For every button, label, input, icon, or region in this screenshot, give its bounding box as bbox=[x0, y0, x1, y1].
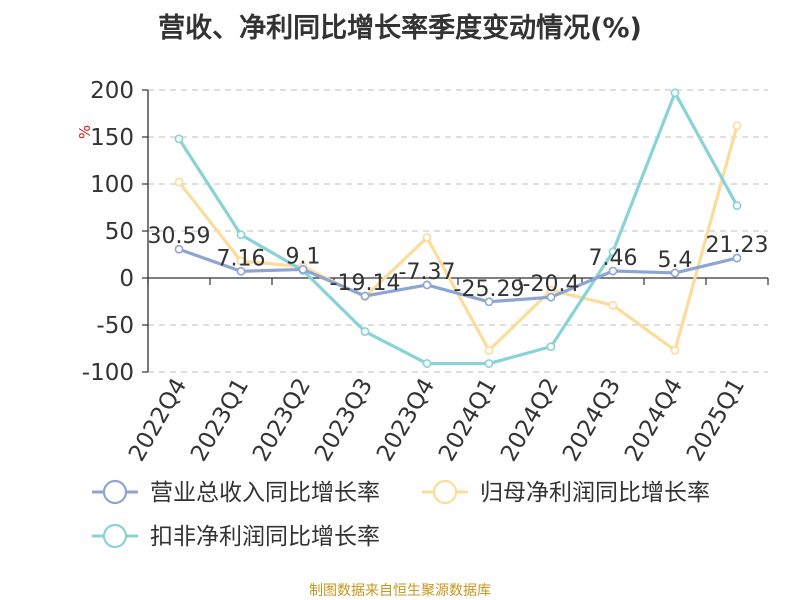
x-tick-label: 2023Q3 bbox=[310, 374, 378, 466]
x-tick-label: 2024Q1 bbox=[434, 374, 502, 466]
x-tick-label: 2022Q4 bbox=[124, 374, 192, 466]
data-point bbox=[670, 345, 680, 355]
y-tick-label: 50 bbox=[105, 219, 134, 245]
legend-marker bbox=[102, 479, 128, 505]
data-point bbox=[422, 359, 432, 368]
source-note: 制图数据来自恒生聚源数据库 bbox=[309, 583, 491, 599]
data-point bbox=[484, 345, 494, 355]
legend-label: 营业总收入同比增长率 bbox=[150, 480, 380, 506]
data-point bbox=[732, 201, 742, 211]
data-point bbox=[236, 230, 246, 240]
data-label: -20.4 bbox=[523, 272, 580, 297]
y-tick-label: -50 bbox=[96, 313, 134, 339]
y-tick-label: 200 bbox=[90, 78, 134, 104]
data-point bbox=[484, 359, 494, 368]
data-point bbox=[608, 247, 618, 257]
data-point bbox=[422, 280, 432, 290]
data-point bbox=[174, 177, 184, 187]
data-label: 7.46 bbox=[589, 246, 638, 271]
x-tick-label: 2024Q3 bbox=[558, 374, 626, 466]
data-point bbox=[546, 292, 556, 302]
y-tick-label: 0 bbox=[119, 266, 134, 292]
x-tick-label: 2024Q4 bbox=[620, 374, 688, 466]
data-label: 9.1 bbox=[286, 244, 321, 269]
data-label: 5.4 bbox=[658, 248, 693, 273]
x-tick-label: 2023Q1 bbox=[186, 374, 254, 466]
series-lines bbox=[174, 88, 742, 368]
data-point bbox=[174, 244, 184, 254]
data-point bbox=[608, 266, 618, 276]
x-tick-label: 2023Q4 bbox=[372, 374, 440, 466]
legend-label: 归母净利润同比增长率 bbox=[480, 480, 710, 506]
data-point bbox=[360, 327, 370, 336]
x-tick-label: 2023Q2 bbox=[248, 374, 316, 466]
series-line bbox=[177, 91, 739, 366]
data-label: -25.29 bbox=[454, 277, 525, 302]
legend-label: 扣非净利润同比增长率 bbox=[150, 524, 380, 550]
data-label: -7.37 bbox=[399, 260, 456, 285]
data-label: 30.59 bbox=[148, 224, 211, 249]
data-point bbox=[608, 300, 618, 310]
data-label: 21.23 bbox=[706, 233, 769, 258]
series-line bbox=[178, 247, 738, 304]
data-point bbox=[298, 265, 308, 274]
y-tick-label: 150 bbox=[90, 125, 134, 151]
y-tick-label: -100 bbox=[82, 360, 134, 386]
data-point bbox=[484, 297, 494, 307]
data-labels: 30.597.16 9.1 -19.14-7.37-25.29-20.4 7.46 5.… bbox=[148, 224, 769, 302]
y-axis-label: % bbox=[76, 125, 94, 139]
data-point bbox=[546, 342, 556, 352]
data-point bbox=[670, 268, 680, 278]
series-line bbox=[177, 125, 739, 352]
data-point bbox=[236, 256, 246, 266]
legend-marker bbox=[432, 479, 458, 505]
grid-lines bbox=[148, 89, 768, 373]
data-point bbox=[732, 121, 742, 131]
data-point bbox=[732, 253, 742, 263]
x-tick-label: 2024Q2 bbox=[496, 374, 564, 466]
y-tick-label: 100 bbox=[90, 172, 134, 198]
data-label: 7.16 bbox=[217, 246, 266, 271]
data-point bbox=[236, 266, 246, 276]
data-point bbox=[360, 291, 370, 301]
data-point bbox=[174, 134, 184, 144]
x-tick-label: 2025Q1 bbox=[682, 374, 750, 466]
legend-marker bbox=[102, 523, 128, 549]
data-point bbox=[422, 233, 432, 242]
data-point bbox=[670, 88, 680, 98]
chart-title: 营收、净利同比增长率季度变动情况(%) bbox=[158, 13, 642, 44]
data-label: -19.14 bbox=[330, 271, 401, 296]
